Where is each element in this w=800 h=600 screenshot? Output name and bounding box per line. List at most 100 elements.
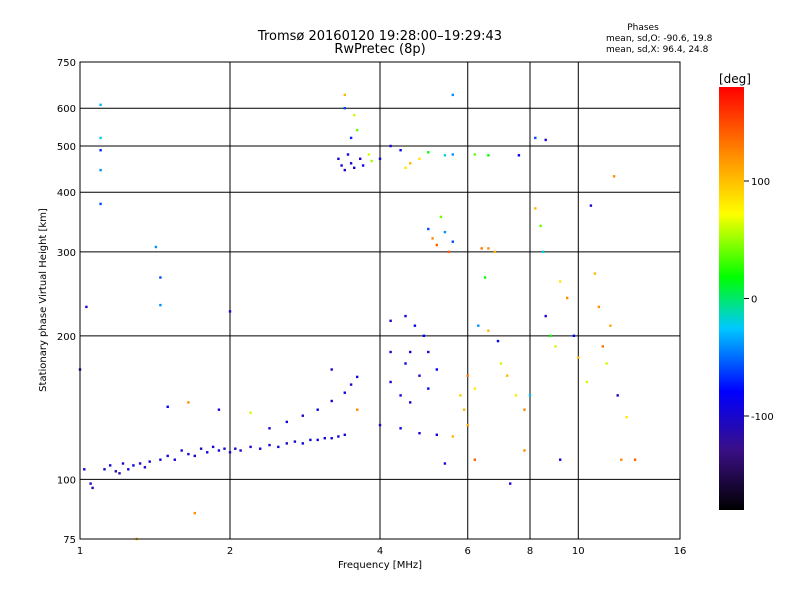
data-point (427, 387, 430, 390)
x-axis-label: Frequency [MHz] (338, 560, 422, 571)
data-point (616, 394, 619, 397)
data-point (544, 138, 547, 142)
data-point (473, 458, 476, 461)
data-point (459, 394, 462, 397)
data-point (431, 237, 434, 240)
data-point (346, 153, 350, 156)
data-point (154, 245, 158, 249)
data-point (554, 345, 557, 348)
data-point (609, 324, 612, 327)
y-tick-label: 600 (57, 104, 76, 115)
data-point (597, 305, 601, 309)
data-point (451, 240, 454, 243)
data-point (462, 408, 466, 411)
data-point (143, 466, 147, 469)
data-point (443, 154, 447, 157)
data-point (389, 319, 392, 322)
data-point (483, 276, 487, 279)
data-point (585, 380, 588, 384)
data-point (99, 168, 102, 172)
data-point (451, 153, 454, 156)
data-point (353, 114, 356, 117)
data-point (148, 460, 151, 463)
data-point (625, 416, 628, 419)
x-tick-label: 6 (465, 546, 471, 557)
data-point (466, 374, 469, 377)
data-point (577, 356, 580, 359)
data-point (409, 162, 412, 165)
data-point (353, 166, 356, 169)
data-point (121, 462, 125, 465)
data-point (389, 380, 392, 384)
data-point (316, 408, 319, 411)
data-point (427, 350, 430, 354)
data-point (378, 157, 382, 160)
data-point (127, 468, 130, 471)
data-point (166, 454, 169, 458)
data-point (435, 368, 438, 371)
data-point (217, 408, 221, 411)
data-point (316, 438, 319, 442)
data-point (349, 136, 353, 140)
data-point (343, 433, 346, 436)
data-point (239, 449, 242, 452)
data-point (285, 420, 288, 424)
x-tick-label: 8 (527, 546, 533, 557)
chart-subtitle: RwPretec (8p) (334, 42, 425, 57)
data-point (166, 405, 169, 408)
data-point (435, 243, 438, 247)
data-point (349, 162, 353, 165)
data-point (499, 362, 503, 365)
y-tick-label: 75 (63, 535, 76, 546)
data-point (211, 445, 215, 449)
data-point (473, 387, 476, 390)
y-tick-label: 300 (57, 248, 76, 259)
data-point (330, 399, 333, 403)
data-point (349, 383, 353, 386)
data-point (605, 362, 608, 365)
data-point (337, 435, 340, 438)
data-point (343, 168, 346, 172)
data-point (340, 164, 343, 167)
colorbar-tick-label: -100 (751, 412, 774, 423)
data-point (259, 447, 262, 450)
data-point (356, 408, 359, 411)
data-point (378, 423, 382, 427)
data-point (477, 324, 480, 327)
data-point (330, 437, 333, 440)
data-point (418, 432, 421, 435)
y-tick-label: 100 (57, 475, 76, 486)
data-point (539, 224, 542, 228)
y-tick-label: 750 (57, 58, 76, 69)
data-point (228, 451, 232, 454)
data-point (268, 443, 271, 447)
y-tick-label: 200 (57, 332, 76, 343)
data-point (228, 310, 232, 313)
data-point (443, 462, 447, 465)
data-point (343, 391, 346, 394)
data-point (389, 350, 392, 354)
data-point (496, 339, 500, 343)
y-tick-label: 400 (57, 188, 76, 199)
data-point (593, 272, 597, 275)
data-point (301, 442, 304, 445)
data-point (234, 447, 237, 450)
data-point (356, 375, 359, 379)
data-point (413, 324, 417, 327)
y-tick-label: 500 (57, 142, 76, 153)
data-point (422, 334, 426, 337)
data-point (549, 334, 552, 337)
data-point (361, 164, 365, 167)
data-point (493, 250, 496, 253)
data-point (193, 511, 196, 515)
data-point (404, 314, 407, 318)
data-point (159, 276, 162, 279)
x-tick-labels: 1 2 4 6 8 10 16 (77, 546, 687, 557)
data-point (418, 374, 421, 377)
data-point (534, 136, 537, 140)
data-point (404, 362, 407, 365)
colorbar-tick-label: 100 (751, 177, 770, 188)
data-point (109, 464, 112, 467)
data-point (473, 153, 476, 156)
data-point (399, 394, 402, 397)
